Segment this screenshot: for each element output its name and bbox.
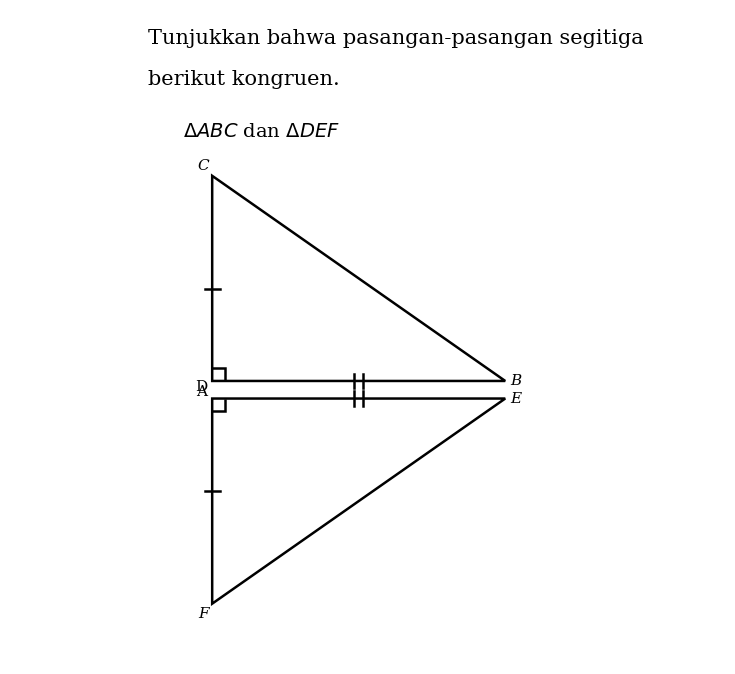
Text: berikut kongruen.: berikut kongruen. bbox=[148, 70, 340, 90]
Text: $\Delta\it{ABC}$ dan $\Delta\it{DEF}$: $\Delta\it{ABC}$ dan $\Delta\it{DEF}$ bbox=[183, 123, 340, 141]
Text: C: C bbox=[198, 158, 209, 173]
Text: B: B bbox=[511, 374, 522, 388]
Text: Tunjukkan bahwa pasangan-pasangan segitiga: Tunjukkan bahwa pasangan-pasangan segiti… bbox=[148, 29, 643, 49]
Text: D: D bbox=[195, 380, 207, 394]
Text: A: A bbox=[196, 385, 207, 399]
Text: E: E bbox=[511, 392, 522, 406]
Text: F: F bbox=[198, 607, 209, 621]
